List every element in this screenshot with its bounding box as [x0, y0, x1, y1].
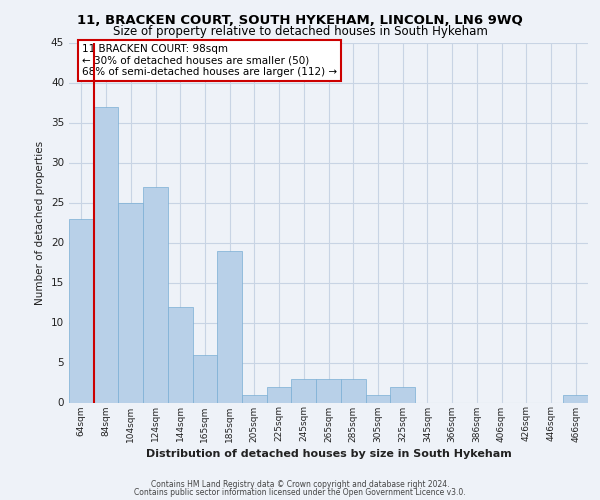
Bar — [341, 378, 365, 402]
Y-axis label: Number of detached properties: Number of detached properties — [35, 140, 46, 304]
Bar — [292, 378, 316, 402]
Bar — [316, 378, 341, 402]
Bar — [217, 250, 242, 402]
Bar — [143, 186, 168, 402]
Bar — [69, 218, 94, 402]
Bar — [94, 106, 118, 403]
Bar — [390, 386, 415, 402]
Bar — [365, 394, 390, 402]
X-axis label: Distribution of detached houses by size in South Hykeham: Distribution of detached houses by size … — [146, 448, 511, 458]
Bar — [267, 386, 292, 402]
Bar — [118, 202, 143, 402]
Text: 11, BRACKEN COURT, SOUTH HYKEHAM, LINCOLN, LN6 9WQ: 11, BRACKEN COURT, SOUTH HYKEHAM, LINCOL… — [77, 14, 523, 27]
Text: Contains HM Land Registry data © Crown copyright and database right 2024.: Contains HM Land Registry data © Crown c… — [151, 480, 449, 489]
Text: Contains public sector information licensed under the Open Government Licence v3: Contains public sector information licen… — [134, 488, 466, 497]
Bar — [563, 394, 588, 402]
Text: Size of property relative to detached houses in South Hykeham: Size of property relative to detached ho… — [113, 25, 487, 38]
Text: 11 BRACKEN COURT: 98sqm
← 30% of detached houses are smaller (50)
68% of semi-de: 11 BRACKEN COURT: 98sqm ← 30% of detache… — [82, 44, 337, 78]
Bar — [168, 306, 193, 402]
Bar — [193, 354, 217, 403]
Bar — [242, 394, 267, 402]
